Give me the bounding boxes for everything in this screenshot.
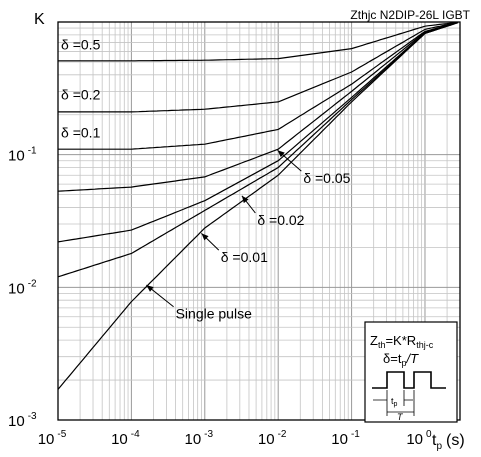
x-tick-label-base: 10 bbox=[111, 431, 128, 448]
series-line bbox=[57, 22, 459, 278]
x-tick-label-exp: -2 bbox=[278, 429, 287, 440]
series-line bbox=[57, 22, 459, 390]
inset-period: T bbox=[397, 412, 404, 422]
y-tick-label: 10 -2 bbox=[8, 278, 37, 297]
x-tick-label-exp: -4 bbox=[131, 429, 140, 440]
x-tick-label-exp: 0 bbox=[426, 429, 432, 440]
series-line bbox=[58, 21, 459, 150]
y-axis-label: K bbox=[34, 11, 45, 28]
plot-frame bbox=[57, 21, 461, 421]
x-tick-label: 10 -3 bbox=[184, 429, 213, 448]
pulse-waveform bbox=[372, 371, 446, 389]
y-tick-label-exp: -1 bbox=[28, 146, 37, 157]
callout-label: δ =0.02 bbox=[257, 212, 304, 228]
inset-z-sub: th bbox=[378, 340, 386, 350]
series-line bbox=[58, 21, 459, 113]
callout-layer: δ =0.05 δ =0.02 δ =0.01 Single pulse bbox=[146, 149, 351, 322]
chart-title: Zthjc N2DIP-26L IGBT bbox=[350, 8, 470, 22]
x-axis-label-sub: p bbox=[436, 441, 442, 452]
series-line bbox=[57, 22, 459, 243]
inset-formula: Zth=K*Rthj-c bbox=[370, 333, 434, 350]
y-tick-label: 10 -1 bbox=[8, 146, 37, 165]
y-tick-label-base: 10 bbox=[8, 148, 25, 165]
x-tick-label-exp: -1 bbox=[351, 429, 360, 440]
inset-r-sub: thj-c bbox=[416, 340, 434, 350]
callout-arrowhead bbox=[146, 285, 154, 292]
inset-delta-end: /T bbox=[405, 351, 419, 366]
inset-duty: δ=tp/T bbox=[383, 351, 419, 368]
series-label: δ =0.5 bbox=[61, 37, 101, 53]
series-line bbox=[58, 21, 459, 62]
series-line bbox=[57, 22, 459, 192]
x-axis-label-main: t bbox=[432, 432, 437, 449]
y-tick-label-exp: -2 bbox=[28, 278, 37, 289]
inset-legend: Zth=K*Rthj-c δ=tp/T tp T bbox=[364, 321, 458, 423]
inset-delta: δ=t bbox=[383, 351, 402, 366]
inset-box bbox=[364, 321, 458, 423]
series-label: δ =0.2 bbox=[61, 87, 101, 103]
y-tick-label-base: 10 bbox=[8, 280, 25, 297]
x-tick-label-base: 10 bbox=[38, 431, 55, 448]
inset-tp-sub: p bbox=[394, 401, 398, 408]
x-tick-label-base: 10 bbox=[406, 431, 423, 448]
y-tick-label-exp: -3 bbox=[28, 411, 37, 422]
series-layer: δ =0.5 δ =0.2 δ =0.1 bbox=[57, 21, 459, 390]
callout-label: δ =0.05 bbox=[303, 170, 350, 186]
x-axis-label-unit: (s) bbox=[446, 432, 465, 449]
x-axis-label: tp (s) bbox=[432, 432, 465, 452]
callout-arrowhead bbox=[277, 150, 285, 158]
y-tick-label-base: 10 bbox=[8, 413, 25, 430]
inset-delta-sub: p bbox=[401, 358, 406, 368]
callout-label: δ =0.01 bbox=[221, 249, 268, 265]
x-tick-label: 10 -5 bbox=[38, 429, 67, 448]
inset-tp-main: t bbox=[391, 396, 394, 406]
callout-arrowhead bbox=[201, 233, 209, 241]
callout-label: Single pulse bbox=[176, 306, 252, 322]
x-tick-label: 10 0 bbox=[406, 429, 432, 448]
x-tick-label-base: 10 bbox=[331, 431, 348, 448]
x-tick-label-base: 10 bbox=[184, 431, 201, 448]
x-tick-label: 10 -4 bbox=[111, 429, 140, 448]
inset-tp: tp bbox=[391, 396, 398, 408]
pulse-dimension-lines bbox=[373, 390, 415, 416]
x-tick-label: 10 -1 bbox=[331, 429, 360, 448]
x-tick-label-base: 10 bbox=[258, 431, 275, 448]
x-tick-label-exp: -5 bbox=[57, 429, 66, 440]
inset-mid: =K*R bbox=[385, 333, 416, 348]
callout-arrowhead bbox=[241, 195, 249, 204]
y-tick-label: 10 -3 bbox=[8, 411, 37, 430]
x-tick-label: 10 -2 bbox=[258, 429, 287, 448]
x-tick-label-exp: -3 bbox=[204, 429, 213, 440]
inset-z: Z bbox=[370, 333, 378, 348]
series-label: δ =0.1 bbox=[61, 124, 101, 140]
